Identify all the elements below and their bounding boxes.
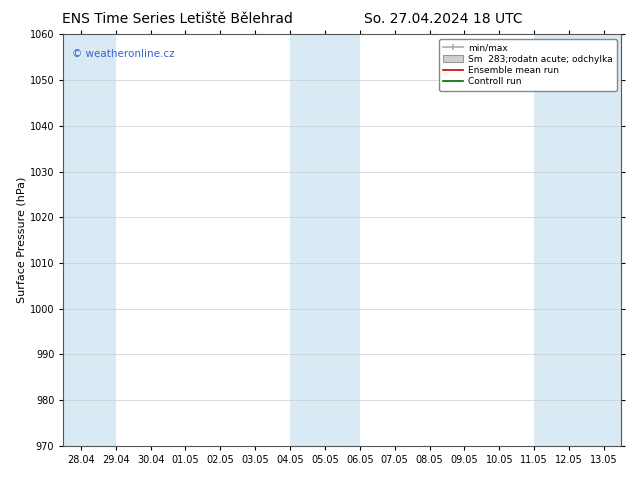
Bar (534, 34, 621, 446)
Text: So. 27.04.2024 18 UTC: So. 27.04.2024 18 UTC (365, 12, 523, 26)
Text: ENS Time Series Letiště Bělehrad: ENS Time Series Letiště Bělehrad (62, 12, 293, 26)
Y-axis label: Surface Pressure (hPa): Surface Pressure (hPa) (17, 177, 27, 303)
Text: © weatheronline.cz: © weatheronline.cz (72, 49, 174, 59)
Bar (290, 34, 359, 446)
Legend: min/max, Sm  283;rodatn acute; odchylka, Ensemble mean run, Controll run: min/max, Sm 283;rodatn acute; odchylka, … (439, 39, 617, 91)
Bar (63, 34, 115, 446)
